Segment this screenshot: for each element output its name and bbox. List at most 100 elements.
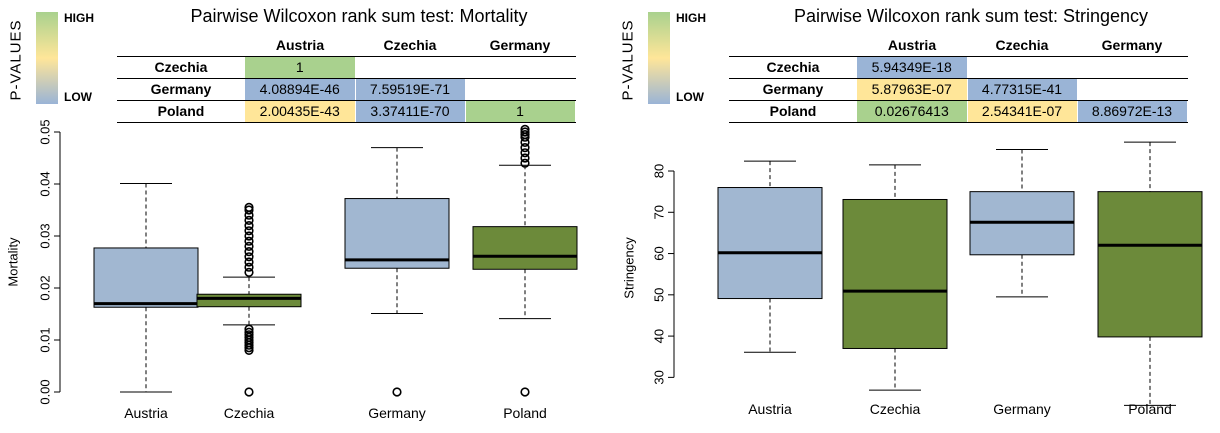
pvalue-cell — [1077, 56, 1188, 79]
pvalue-cell: 4.77315E-41 — [967, 78, 1078, 101]
pvalue-cell: 2.54341E-07 — [967, 100, 1078, 123]
y-axis-label: Stringency — [621, 237, 636, 299]
outlier-point — [244, 262, 254, 272]
y-tick-label: 0.00 — [37, 379, 52, 404]
outlier-point — [244, 202, 254, 212]
outlier-point — [244, 247, 254, 257]
outlier-point — [520, 153, 530, 163]
table-column-header: Czechia — [967, 34, 1077, 57]
box-poland — [1097, 191, 1203, 338]
y-tick-label: 0.03 — [37, 223, 52, 248]
mortality-panel: P-VALUES HIGH LOW Pairwise Wilcoxon rank… — [0, 0, 608, 433]
table-header-row: Austria Czechia Germany — [729, 34, 1187, 57]
x-category-label: Czechia — [870, 401, 921, 417]
table-column-header: Czechia — [355, 34, 465, 57]
legend-high-label: HIGH — [676, 11, 706, 25]
outlier-point — [244, 257, 254, 267]
table-row-header: Germany — [117, 78, 245, 101]
y-tick-label: 0.05 — [37, 119, 52, 144]
x-category-label: Germany — [993, 401, 1051, 417]
pvalue-cell: 7.59519E-71 — [355, 78, 466, 101]
pvalue-legend-title: P-VALUES — [619, 19, 637, 101]
table-corner — [117, 34, 245, 57]
outlier-point — [244, 236, 254, 246]
table-header-row: Austria Czechia Germany — [117, 34, 575, 57]
y-tick-label: 0.04 — [37, 171, 52, 196]
table-row: Germany 4.08894E-46 7.59519E-71 — [117, 78, 576, 101]
pvalue-cell: 1 — [245, 56, 356, 79]
table-row: Germany 5.87963E-07 4.77315E-41 — [729, 78, 1188, 101]
table-column-header: Austria — [245, 34, 355, 57]
pvalue-color-scale — [36, 12, 58, 104]
y-tick-label: 80 — [651, 164, 666, 178]
y-tick-label: 30 — [651, 370, 666, 384]
pvalue-cell: 4.08894E-46 — [245, 78, 356, 101]
y-tick-label: 50 — [651, 288, 666, 302]
table-column-header: Austria — [857, 34, 967, 57]
outlier-point — [520, 124, 530, 134]
x-category-label: Germany — [368, 405, 426, 421]
legend-low-label: LOW — [64, 90, 92, 104]
pvalue-cell: 5.87963E-07 — [857, 78, 968, 101]
outlier-point — [244, 205, 254, 215]
table-row: Czechia 1 — [117, 56, 576, 79]
y-tick-label: 40 — [651, 329, 666, 343]
pvalue-table: Austria Czechia Germany Czechia 1 German… — [117, 34, 576, 123]
pvalue-legend-title: P-VALUES — [7, 19, 25, 101]
box-poland — [472, 226, 578, 270]
pvalue-cell: 0.02676413 — [857, 100, 968, 123]
x-category-label: Poland — [1128, 401, 1172, 417]
pvalue-cell: 5.94349E-18 — [857, 56, 968, 79]
table-row: Poland 0.02676413 2.54341E-07 8.86972E-1… — [729, 100, 1188, 123]
pvalue-cell: 8.86972E-13 — [1077, 100, 1188, 123]
outlier-point — [244, 226, 254, 236]
legend-high-label: HIGH — [64, 11, 94, 25]
pvalue-cell: 2.00435E-43 — [245, 100, 356, 123]
y-tick-label: 60 — [651, 246, 666, 260]
pvalue-table: Austria Czechia Germany Czechia 5.94349E… — [729, 34, 1188, 123]
outlier-point — [244, 220, 254, 231]
outlier-point — [244, 252, 254, 262]
stringency-panel: P-VALUES HIGH LOW Pairwise Wilcoxon rank… — [612, 0, 1220, 433]
box-austria — [717, 187, 823, 300]
y-axis-label: Mortality — [5, 237, 20, 287]
table-row-header: Poland — [729, 100, 857, 123]
table-row: Czechia 5.94349E-18 — [729, 56, 1188, 79]
table-row-header: Czechia — [729, 56, 857, 79]
table-row-header: Czechia — [117, 56, 245, 79]
panel-title: Pairwise Wilcoxon rank sum test: Mortali… — [190, 6, 528, 26]
box-czechia — [842, 198, 948, 349]
table-row-header: Poland — [117, 100, 245, 123]
pvalue-cell: 1 — [465, 100, 576, 123]
outlier-point — [244, 241, 254, 251]
box-austria — [93, 247, 199, 308]
outlier-point — [244, 267, 254, 277]
y-tick-label: 0.02 — [37, 275, 52, 300]
mortality-boxplot: 0.00 0.01 0.02 0.03 0.04 0.05 Mortality Austria… — [5, 119, 578, 421]
table-column-header: Germany — [1077, 34, 1187, 57]
outlier-point — [244, 330, 254, 340]
outlier-point — [520, 148, 530, 158]
table-column-header: Germany — [465, 34, 575, 57]
pvalue-cell — [465, 78, 576, 101]
y-tick-label: 70 — [651, 205, 666, 219]
x-category-label: Poland — [503, 405, 547, 421]
box-czechia — [196, 293, 302, 308]
outlier-point — [244, 231, 254, 241]
pvalue-color-scale — [648, 12, 670, 104]
box-germany — [344, 198, 450, 269]
pvalue-cell — [967, 56, 1078, 79]
table-row: Poland 2.00435E-43 3.37411E-70 1 — [117, 100, 576, 123]
outlier-point — [244, 387, 254, 397]
x-category-label: Austria — [748, 401, 792, 417]
outlier-point — [244, 215, 254, 225]
x-category-label: Austria — [124, 405, 168, 421]
table-corner — [729, 34, 857, 57]
x-category-label: Czechia — [224, 405, 275, 421]
outlier-point — [520, 127, 530, 137]
table-row-header: Germany — [729, 78, 857, 101]
panel-title: Pairwise Wilcoxon rank sum test: Stringe… — [793, 6, 1149, 26]
outlier-point — [520, 130, 530, 140]
pvalue-cell — [355, 56, 466, 79]
pvalue-cell — [465, 56, 576, 79]
